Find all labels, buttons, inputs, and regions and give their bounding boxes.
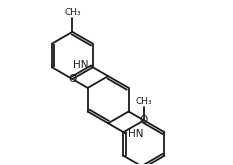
Text: O: O <box>69 74 77 84</box>
Text: CH₃: CH₃ <box>64 8 81 17</box>
Text: CH₃: CH₃ <box>136 97 152 106</box>
Text: O: O <box>139 115 147 125</box>
Text: HN: HN <box>128 129 144 139</box>
Text: HN: HN <box>73 60 88 70</box>
